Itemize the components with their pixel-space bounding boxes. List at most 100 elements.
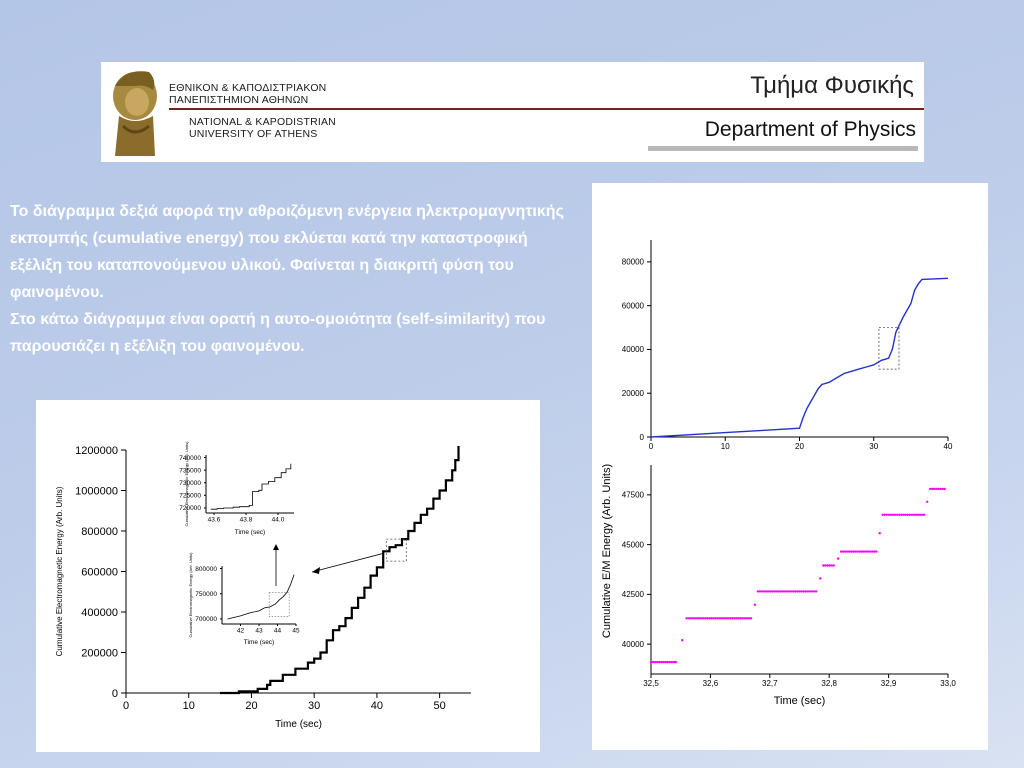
right-bottom-data-point [931, 487, 934, 491]
right-bottom-data-point [800, 590, 803, 593]
right-bottom-data-point [929, 487, 932, 491]
left-main-x-axis-label: Time (sec) [275, 719, 322, 730]
right-bottom-data-point [832, 564, 835, 567]
university-greek-line1: ΕΘΝΙΚΟΝ & ΚΑΠΟΔΙΣΤΡΙΑΚΟΝ [169, 82, 327, 94]
right-bottom-x-tick-label: 32,8 [821, 679, 837, 688]
left-inset-upper-y-tick-label: 735000 [179, 467, 201, 474]
left-main-y-tick-label: 1200000 [75, 445, 118, 457]
right-bottom-data-point [830, 564, 833, 567]
left-inset-lower-zoom-box [268, 592, 290, 618]
right-top-x-tick-label: 40 [944, 442, 953, 451]
right-bottom-x-tick-label: 32,6 [703, 679, 719, 688]
right-top-series-line [650, 277, 949, 438]
right-bottom-data-point [898, 513, 901, 516]
department-underline [648, 146, 918, 151]
right-bottom-data-point [839, 550, 843, 553]
university-english-line1: NATIONAL & KAPODISTRIAN [189, 116, 336, 128]
right-bottom-data-point [649, 660, 653, 664]
self-similarity-chart-panel: 0 10 20 30 40 50 0 200000 400000 600000 800000 1000… [36, 400, 540, 752]
right-top-y-tick-label: 80000 [622, 258, 645, 267]
right-bottom-data-point [891, 513, 895, 516]
right-bottom-data-point [794, 590, 797, 593]
right-bottom-data-point [814, 590, 818, 593]
right-bottom-data-point [710, 617, 713, 620]
right-bottom-data-point [758, 590, 762, 593]
right-bottom-data-point [714, 617, 717, 620]
right-bottom-data-point [668, 660, 671, 664]
right-top-y-tick-label: 0 [640, 433, 645, 442]
left-inset-lower-x-tick-label: 42 [237, 628, 245, 635]
right-bottom-data-point [881, 513, 884, 516]
right-bottom-data-point [731, 617, 734, 620]
right-bottom-data-point [943, 487, 946, 491]
right-bottom-data-point [775, 590, 778, 593]
left-main-zoom-box [385, 538, 407, 562]
right-bottom-x-tick-label: 32,7 [762, 679, 778, 688]
right-bottom-data-point [670, 660, 673, 664]
right-bottom-data-point [887, 513, 891, 516]
right-bottom-data-point [733, 617, 736, 620]
right-bottom-data-point [685, 617, 688, 620]
right-bottom-data-point [935, 487, 938, 491]
right-bottom-data-point [878, 532, 881, 535]
right-bottom-data-point [792, 590, 795, 593]
department-english-title: Department of Physics [704, 118, 916, 141]
right-bottom-data-point [836, 557, 840, 560]
right-bottom-data-point [916, 513, 920, 516]
right-bottom-data-point [939, 487, 942, 491]
university-greek-line2: ΠΑΝΕΠΙΣΤΗΜΙΟΝ ΑΘΗΝΩΝ [169, 94, 309, 106]
right-bottom-data-point [900, 513, 903, 516]
left-inset-lower-x-axis-label: Time (sec) [244, 639, 274, 646]
left-inset-upper-y-tick-label: 720000 [179, 505, 201, 512]
right-bottom-x-tick-label: 32,5 [643, 679, 659, 688]
right-bottom-data-point [695, 617, 699, 620]
right-bottom-data-point [875, 550, 878, 553]
right-bottom-data-point [737, 617, 740, 620]
university-english-line2: UNIVERSITY OF ATHENS [189, 128, 318, 140]
right-bottom-data-point [749, 617, 753, 620]
right-bottom-data-point [727, 617, 730, 620]
right-bottom-data-point [937, 487, 940, 491]
right-bottom-y-tick-label: 47500 [622, 491, 645, 500]
right-bottom-data-point [765, 590, 768, 593]
left-inset-lower-y-tick-label: 700000 [195, 616, 217, 623]
right-top-y-tick-label: 60000 [622, 301, 645, 310]
right-bottom-data-point [718, 617, 722, 620]
left-inset-lower-x-tick-label: 44 [274, 628, 282, 635]
right-bottom-data-point [812, 590, 816, 593]
right-bottom-data-point [687, 617, 690, 620]
left-main-x-tick-label: 30 [308, 700, 320, 712]
left-inset-lower-y-tick-label: 800000 [195, 566, 217, 573]
right-bottom-data-point [739, 617, 742, 620]
right-bottom-data-point [808, 590, 812, 593]
right-bottom-x-tick-label: 33,0 [940, 679, 956, 688]
right-bottom-data-point [846, 550, 849, 553]
right-top-x-tick-label: 20 [795, 442, 804, 451]
description-paragraph-1: Το διάγραμμα δεξιά αφορά την αθροιζόμενη… [10, 203, 564, 301]
right-bottom-data-point [773, 590, 776, 593]
right-bottom-data-point [885, 513, 888, 516]
right-bottom-data-point [862, 550, 866, 553]
description-paragraph-2: Στο κάτω διάγραμμα είναι ορατή η αυτο-ομ… [10, 311, 546, 355]
left-inset-upper-series-line [210, 463, 292, 510]
right-bottom-data-point [822, 564, 825, 567]
right-bottom-data-point [660, 660, 663, 664]
right-bottom-data-point [700, 617, 703, 620]
left-main-x-tick-label: 0 [123, 700, 129, 712]
right-bottom-data-point [689, 617, 692, 620]
right-bottom-data-point [769, 590, 772, 593]
right-bottom-data-point [804, 590, 807, 593]
right-bottom-data-point [785, 590, 789, 593]
right-bottom-data-point [921, 513, 924, 516]
right-bottom-data-point [741, 617, 744, 620]
right-bottom-data-point [914, 513, 918, 516]
cumulative-energy-chart-panel: 0 10 20 30 40 0 20000 40000 60000 80000 32,5 32,6 32… [592, 183, 988, 750]
right-bottom-data-point [923, 513, 926, 516]
right-bottom-data-point [735, 617, 738, 620]
banner-divider [169, 108, 924, 110]
right-bottom-data-point [656, 660, 659, 664]
left-inset-arrowhead [273, 544, 279, 550]
right-bottom-data-point [756, 590, 760, 593]
left-inset-lower-series-line [227, 574, 295, 620]
right-bottom-data-point [674, 660, 678, 664]
